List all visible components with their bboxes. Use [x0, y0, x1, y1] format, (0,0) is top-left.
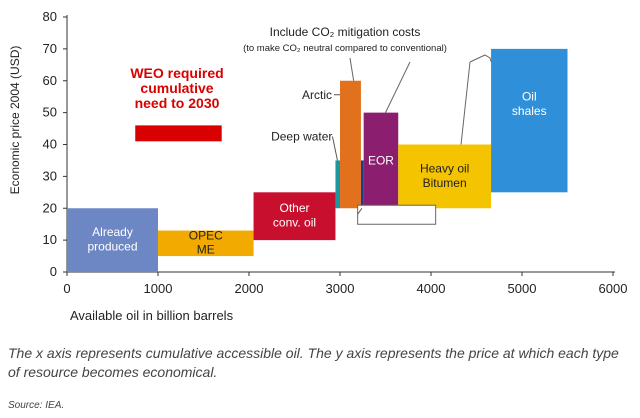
block-oil-shales — [491, 48, 568, 193]
x-tick-label: 4000 — [417, 281, 446, 296]
block-super-deep — [360, 160, 364, 209]
x-tick-label: 5000 — [508, 281, 537, 296]
block-already-produced — [67, 208, 158, 272]
pointer-arctic — [349, 57, 355, 81]
label-deep-water: Deep water — [271, 129, 332, 143]
y-axis-label: Economic price 2004 (USD) — [8, 46, 22, 195]
axes: 0 10 20 30 40 50 60 70 80 0 1000 2000 3000 4000 5000 60… — [43, 9, 628, 296]
pointer-eor — [385, 61, 411, 113]
x-tick-label: 0 — [63, 281, 70, 296]
block-opec-me — [158, 230, 254, 257]
y-tick-label: 80 — [43, 9, 57, 24]
weo-label: WEO required cumulative need to 2030 — [130, 65, 223, 111]
label-oil-shales: Oil shales — [512, 90, 547, 118]
block-heavy-oil-bitumen — [398, 144, 492, 209]
y-tick-label: 30 — [43, 168, 57, 183]
super-deep-pointer — [357, 207, 363, 215]
x-tick-label: 2000 — [235, 281, 264, 296]
label-heavy-oil-bitumen: Heavy oil Bitumen — [420, 161, 469, 189]
weo-need-bar — [135, 125, 222, 142]
caption: The x axis represents cumulative accessi… — [8, 345, 619, 380]
chart: 0 10 20 30 40 50 60 70 80 0 1000 2000 3000 4000 5000 60… — [8, 9, 628, 323]
y-tick-label: 70 — [43, 41, 57, 56]
y-tick-label: 50 — [43, 105, 57, 120]
resource-blocks: Already produced OPEC ME Other conv. oil EOR He… — [67, 48, 568, 272]
pointer-heavy-oil — [460, 61, 471, 145]
block-other-conv-oil — [253, 192, 336, 241]
x-tick-label: 6000 — [599, 281, 628, 296]
co2-mitigation-subtitle: (to make CO₂ neutral compared to convent… — [243, 43, 447, 54]
y-tick-label: 60 — [43, 73, 57, 88]
block-eor — [363, 112, 399, 209]
y-tick-label: 20 — [43, 200, 57, 215]
annotations: WEO required cumulative need to 2030 Includ… — [130, 25, 492, 225]
y-tick-label: 10 — [43, 232, 57, 247]
x-tick-label: 1000 — [144, 281, 173, 296]
label-other-conv-oil: Other conv. oil — [273, 201, 316, 229]
pointer-oil-shales — [469, 54, 492, 63]
y-tick-label: 0 — [50, 264, 57, 279]
source-note: Source: IEA. — [8, 400, 65, 411]
label-already-produced: Already produced — [87, 225, 137, 253]
block-arctic — [340, 80, 361, 209]
super-deep-label-box — [357, 204, 437, 225]
deep-water-pointer — [331, 136, 338, 161]
x-tick-label: 3000 — [326, 281, 355, 296]
block-deep-water — [335, 160, 340, 209]
label-arctic: Arctic — [302, 88, 332, 102]
label-eor: EOR — [368, 153, 394, 167]
x-axis-label: Available oil in billion barrels — [70, 308, 234, 323]
co2-mitigation-title: Include CO₂ mitigation costs — [270, 25, 421, 39]
y-tick-label: 40 — [43, 137, 57, 152]
label-opec-me: OPEC ME — [189, 228, 223, 256]
